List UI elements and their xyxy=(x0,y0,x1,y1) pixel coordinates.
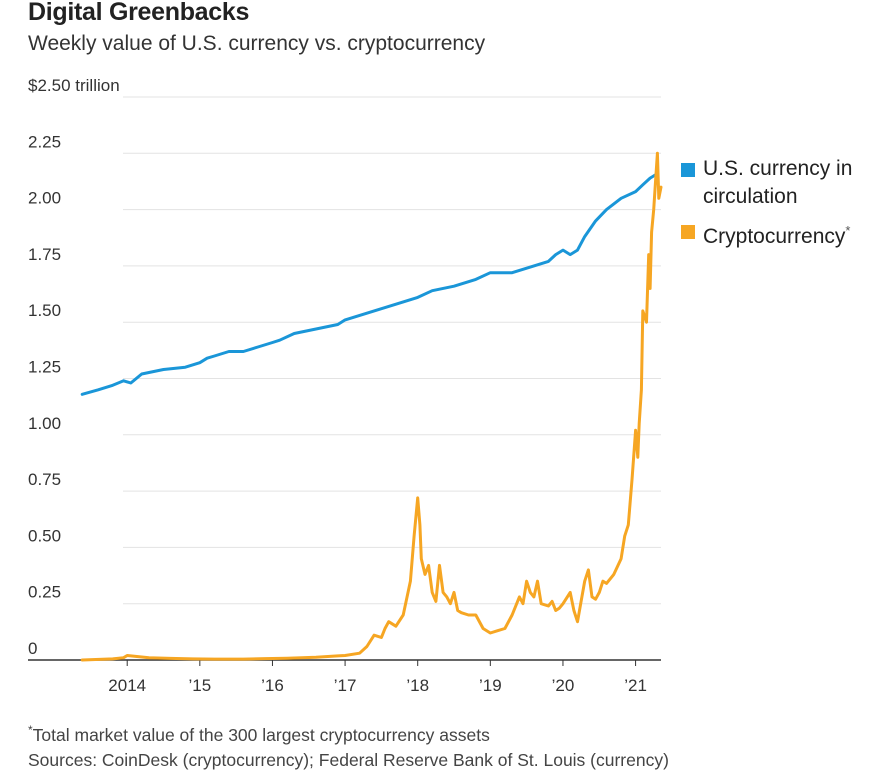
y-tick-label: 1.25 xyxy=(28,358,61,377)
legend-swatch-crypto xyxy=(681,225,695,239)
x-tick-label: ’20 xyxy=(552,676,575,695)
y-tick-label: 2.25 xyxy=(28,132,61,151)
legend-label-currency-line1: U.S. currency in xyxy=(703,157,853,180)
x-tick-label: ’17 xyxy=(334,676,357,695)
y-axis-ticks: 0 0.25 0.50 0.75 1.00 1.25 1.50 1.75 2.00 2.25 $2.… xyxy=(28,76,120,658)
legend-item-currency: U.S. currency in circulation xyxy=(681,155,852,211)
series-layer xyxy=(80,151,663,662)
y-tick-label: 0 xyxy=(28,639,37,658)
series-line-currency xyxy=(80,172,659,396)
line-chart: 0 0.25 0.50 0.75 1.00 1.25 1.50 1.75 2.00 2.25 $2.… xyxy=(28,76,663,695)
x-tick-label: ’18 xyxy=(406,676,429,695)
y-tick-label: 2.00 xyxy=(28,189,61,208)
legend-swatch-currency xyxy=(681,163,695,177)
footnote-text: Total market value of the 300 largest cr… xyxy=(32,724,490,745)
y-tick-label: 0.25 xyxy=(28,583,61,602)
legend-label-currency-line2: circulation xyxy=(703,185,798,208)
x-tick-label: 2014 xyxy=(108,676,146,695)
y-tick-label: 0.75 xyxy=(28,470,61,489)
grid-layer xyxy=(28,96,661,661)
y-tick-label: 1.50 xyxy=(28,301,61,320)
footnote: *Total market value of the 300 largest c… xyxy=(28,723,490,746)
x-tick-label: ’19 xyxy=(479,676,502,695)
series-line-crypto xyxy=(80,151,663,662)
legend-label-crypto: Cryptocurrency xyxy=(703,225,846,248)
chart-subtitle: Weekly value of U.S. currency vs. crypto… xyxy=(28,32,486,55)
x-tick-label: ’15 xyxy=(188,676,211,695)
x-tick-label: ’21 xyxy=(624,676,647,695)
x-tick-label: ’16 xyxy=(261,676,284,695)
legend-item-crypto: Cryptocurrency* xyxy=(681,217,852,251)
sources-note: Sources: CoinDesk (cryptocurrency); Fede… xyxy=(28,750,669,770)
y-tick-label: 1.00 xyxy=(28,414,61,433)
legend-footnote-mark: * xyxy=(845,223,851,238)
footnote-mark: * xyxy=(28,723,33,737)
legend: U.S. currency in circulation Cryptocurre… xyxy=(681,155,852,251)
chart-title: Digital Greenbacks xyxy=(28,0,250,26)
y-tick-label: $2.50 trillion xyxy=(28,76,120,95)
x-axis-ticks: 2014 ’15 ’16 ’17 ’18 ’19 ’20 ’21 xyxy=(108,660,647,695)
y-tick-label: 0.50 xyxy=(28,526,61,545)
y-tick-label: 1.75 xyxy=(28,245,61,264)
